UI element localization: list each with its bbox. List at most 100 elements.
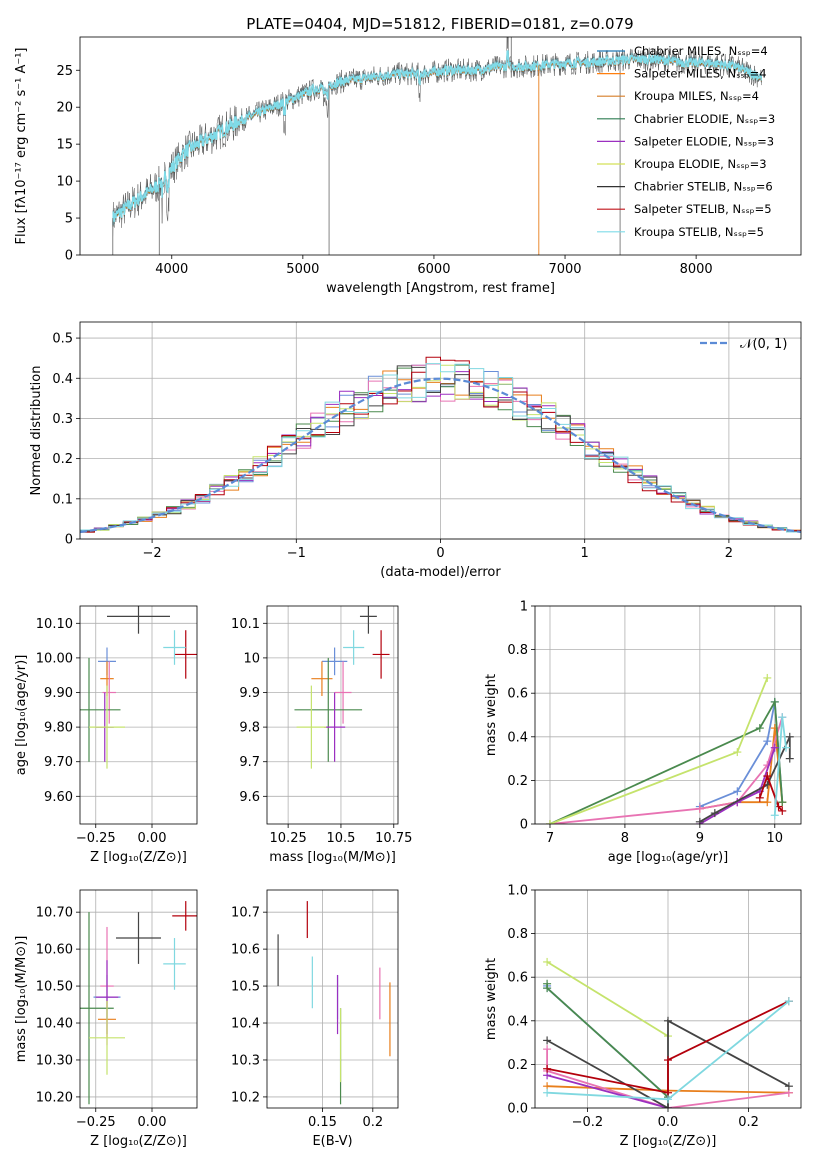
plot-area: [545, 673, 794, 824]
errorbar-point-6: [107, 606, 170, 634]
x-tick-label: 0.00: [138, 831, 167, 846]
y-tick-label: 0.5: [52, 332, 73, 347]
y-tick-label: 10.70: [36, 906, 73, 921]
y-tick-label: 0.4: [507, 730, 528, 745]
x-tick-label: 5000: [286, 262, 319, 277]
y-tick-label: 0.2: [52, 452, 73, 467]
x-tick-label: 6000: [417, 262, 450, 277]
x-axis-label: age [log₁₀(age/yr)]: [608, 850, 729, 865]
x-axis-label: mass [log₁₀(M/M⊙)]: [269, 850, 396, 865]
y-tick-label: 20: [56, 101, 73, 116]
y-axis-label: mass weight: [484, 674, 499, 756]
y-tick-label: 10.50: [36, 980, 73, 995]
y-tick-label: 0.4: [507, 1014, 528, 1029]
y-tick-label: 0: [520, 818, 528, 833]
y-tick-label: 10: [56, 175, 73, 190]
weight-series-6: [695, 732, 794, 824]
x-axis-label: Z [log₁₀(Z/Z⊙)]: [620, 1134, 717, 1149]
weight-series-8: [770, 713, 791, 820]
errorbar-point-7: [174, 630, 197, 679]
x-tick-label: 10.75: [375, 831, 412, 846]
y-tick-label: 9.7: [239, 755, 260, 770]
x-tick-label: 0.00: [138, 1115, 167, 1130]
plot-area: [112, 37, 763, 255]
y-axis-label: Flux [fλ10⁻¹⁷ erg cm⁻² s⁻¹ A⁻¹]: [14, 48, 29, 245]
y-axis-label: mass [log₁₀(M/M⊙)]: [14, 936, 29, 1063]
y-tick-label: 0.0: [507, 1102, 528, 1117]
errorbar-point-3: [80, 657, 121, 762]
x-tick-label: 0.2: [738, 1115, 759, 1130]
y-tick-label: 9.60: [44, 790, 73, 805]
plot-area: [80, 901, 197, 1105]
x-tick-label: 4000: [155, 262, 188, 277]
errorbar-point-6: [359, 606, 377, 634]
y-tick-label: 10.4: [231, 1017, 260, 1032]
histogram-8: [80, 363, 801, 539]
y-tick-label: 10.40: [36, 1017, 73, 1032]
legend-label-4: Salpeter ELODIE, Nₛₛₚ=3: [634, 134, 774, 148]
x-tick-label: −1: [287, 546, 306, 561]
y-tick-label: 9.9: [239, 686, 260, 701]
errorbar-point-8: [343, 630, 365, 665]
x-tick-label: 8000: [680, 262, 713, 277]
y-tick-label: 10.6: [231, 943, 260, 958]
y-tick-label: 9.6: [239, 790, 260, 805]
weight-line: [546, 961, 669, 1037]
weight-series-4: [543, 1071, 672, 1108]
weight-series-5: [543, 957, 672, 1041]
axes-frame: [79, 889, 198, 1109]
weight-line: [549, 698, 784, 824]
x-tick-label: 0.2: [362, 1115, 383, 1130]
observed-spectrum: [112, 37, 762, 237]
legend-label-gaussian: 𝒩(0, 1): [740, 337, 787, 352]
legend-label-1: Salpeter MILES, Nₛₛₚ=4: [634, 67, 767, 81]
y-tick-label: 0: [65, 533, 73, 548]
y-tick-label: 0.1: [52, 492, 73, 507]
y-axis-label: mass weight: [484, 958, 499, 1040]
errorbar-point-5: [296, 685, 327, 769]
weight-series-8: [543, 997, 793, 1104]
errorbar-point-5: [89, 1000, 125, 1075]
axes-frame: [79, 36, 802, 256]
y-tick-label: 0.6: [507, 687, 528, 702]
panel-age_vs_mass: 10.25 10.5 10.75 9.6 9.7 9.8 9.9 10 10.1 mass [lo…: [231, 605, 412, 865]
legend-label-6: Chabrier STELIB, Nₛₛₚ=6: [634, 180, 773, 194]
legend-label-8: Kroupa STELIB, Nₛₛₚ=5: [634, 225, 764, 239]
plot-area: [80, 356, 801, 539]
x-axis-label: Z [log₁₀(Z/Z⊙)]: [90, 850, 187, 865]
errorbar-point-3: [294, 657, 363, 762]
best-model-line: [112, 50, 763, 226]
panel-weight_vs_age: 7 8 9 10 0 0.2 0.4 0.6 0.8 1 age [log₁₀(age/yr)] ma…: [484, 600, 802, 865]
y-tick-label: 10.20: [36, 1090, 73, 1105]
errorbar-point-7: [372, 630, 390, 679]
errorbar-point-8: [163, 630, 186, 665]
legend-label-0: Chabrier MILES, Nₛₛₚ=4: [634, 44, 768, 58]
axes-frame: [266, 889, 399, 1109]
gaussian-curve: [80, 377, 801, 534]
y-tick-label: 10.30: [36, 1053, 73, 1068]
errorbar-point-5: [89, 685, 125, 769]
legend-label-2: Kroupa MILES, Nₛₛₚ=4: [634, 89, 759, 103]
y-tick-label: 0.2: [507, 1058, 528, 1073]
axes-frame: [266, 605, 399, 825]
errorbar-point-6: [116, 912, 161, 964]
weight-series-7: [755, 772, 787, 815]
y-tick-label: 0.4: [52, 372, 73, 387]
x-tick-label: 9: [696, 831, 704, 846]
y-tick-label: 10.3: [231, 1053, 260, 1068]
y-tick-label: 10.60: [36, 943, 73, 958]
y-tick-label: 10: [243, 651, 260, 666]
y-tick-label: 15: [56, 138, 73, 153]
panel-mass_vs_EBV: 0.15 0.2 10.2 10.3 10.4 10.5 10.6 10.7 E(B-V): [231, 889, 399, 1149]
y-tick-label: 0: [65, 249, 73, 264]
x-tick-label: 10: [767, 831, 784, 846]
plot-area: [277, 901, 391, 1105]
x-tick-label: 10.5: [326, 831, 355, 846]
legend-label-3: Chabrier ELODIE, Nₛₛₚ=3: [634, 112, 775, 126]
legend-label-7: Salpeter STELIB, Nₛₛₚ=5: [634, 202, 772, 216]
plot-area: [294, 606, 390, 769]
y-tick-label: 10.00: [36, 651, 73, 666]
x-axis-label: (data-model)/error: [380, 565, 501, 580]
y-tick-label: 10.7: [231, 906, 260, 921]
